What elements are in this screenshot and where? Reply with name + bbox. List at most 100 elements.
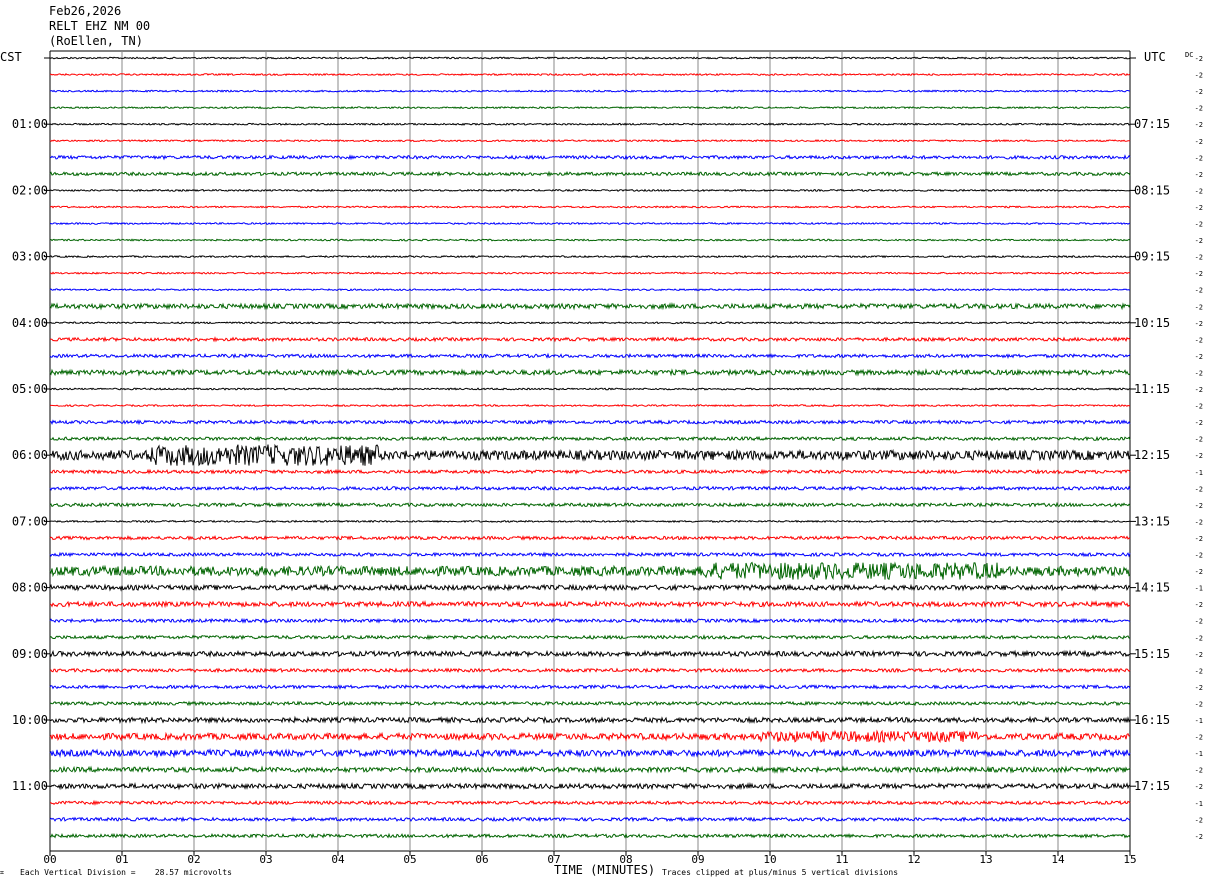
trace-row-14 [49,271,1131,275]
dc-offset-label: -2 [1195,353,1203,361]
dc-offset-label: -2 [1195,171,1203,179]
dc-offset-label: -2 [1195,734,1203,742]
dc-offset-label: -2 [1195,700,1203,708]
trace-row-29 [49,519,1131,524]
utc-hour-label: 09:15 [1134,250,1170,264]
trace-row-24 [49,435,1131,442]
cst-hour-label: 03:00 [12,250,48,264]
dc-offset-label: -2 [1195,105,1203,113]
dc-offset-label: -2 [1195,254,1203,262]
trace-row-4 [49,105,1131,110]
utc-hour-label: 10:15 [1134,316,1170,330]
dc-offset-label: -2 [1195,651,1203,659]
dc-offset-label: -2 [1195,485,1203,493]
trace-row-25 [49,443,1131,467]
cst-hour-label: 07:00 [12,514,48,528]
trace-row-18 [49,336,1131,343]
x-axis-title: TIME (MINUTES) [554,863,656,877]
dc-offset-label: -2 [1195,436,1203,444]
trace-row-33 [49,583,1131,592]
trace-row-39 [49,683,1131,691]
trace-row-35 [49,617,1131,624]
trace-row-40 [49,700,1131,707]
dc-offset-label: -2 [1195,221,1203,229]
x-tick-label: 00 [43,853,56,866]
cst-hour-label: 05:00 [12,382,48,396]
x-tick-label: 08 [619,853,632,866]
x-tick-label: 14 [1051,853,1065,866]
trace-row-46 [50,799,1131,806]
dc-offset-label: -2 [1195,204,1203,212]
vertical-division-note: Each Vertical Division = 28.57 microvolt… [20,868,232,877]
x-tick-label: 11 [835,853,848,866]
trace-row-11 [50,221,1131,226]
dc-offset-label: -2 [1195,121,1203,129]
dc-offset-label: -2 [1195,833,1203,841]
cst-axis-label: CST [0,50,22,64]
dc-offset-label: -2 [1195,684,1203,692]
trace-row-42 [49,729,1131,743]
cst-hour-label: 02:00 [12,183,48,197]
cst-hour-label: 01:00 [12,117,48,131]
dc-offset-label: -2 [1195,154,1203,162]
trace-row-38 [49,667,1131,674]
dc-offset-label: -1 [1195,717,1203,725]
cst-hour-label: 09:00 [12,647,48,661]
cst-hour-label: 10:00 [12,713,48,727]
trace-row-28 [49,501,1131,508]
trace-row-6 [49,139,1131,143]
trace-row-8 [49,170,1131,177]
x-tick-label: 15 [1123,853,1136,866]
utc-hour-label: 15:15 [1134,647,1170,661]
dc-offset-label: -2 [1195,502,1203,510]
cst-hour-label: 04:00 [12,316,48,330]
x-tick-labels: 00 01 02 03 04 05 06 07 08 09 10 11 12 13 14 15 [43,851,1137,866]
dc-offset-label: -2 [1195,237,1203,245]
trace-row-2 [49,72,1131,77]
dc-offset-label: -2 [1195,767,1203,775]
dc-offset-label: -2 [1195,138,1203,146]
trace-row-30 [49,534,1131,541]
trace-row-9 [49,188,1131,192]
utc-axis-label: UTC [1144,50,1166,64]
dc-offset-label: -2 [1195,618,1203,626]
dc-offset-label: -2 [1195,55,1203,63]
utc-hour-label: 17:15 [1134,779,1170,793]
dc-offset-label: -2 [1195,452,1203,460]
x-tick-label: 05 [403,853,416,866]
dc-offset-label: -2 [1195,287,1203,295]
dc-offset-label: -2 [1195,187,1203,195]
trace-row-7 [49,154,1131,161]
dc-offset-label: -2 [1195,601,1203,609]
trace-row-3 [49,89,1131,93]
dc-offset-label: -2 [1195,88,1203,96]
x-tick-label: 09 [691,853,704,866]
trace-row-20 [49,368,1131,377]
dc-offset-label: -2 [1195,568,1203,576]
cst-hour-label: 06:00 [12,448,48,462]
station-code: RELT EHZ NM 00 [49,19,151,33]
dc-offset-label: -1 [1195,469,1203,477]
dc-offset-label: -1 [1195,750,1203,758]
x-tick-label: 07 [547,853,560,866]
x-tick-label: 02 [187,853,200,866]
trace-row-31 [49,551,1131,558]
trace-row-22 [49,403,1131,408]
dc-offset-label: -2 [1195,552,1203,560]
dc-offset-label: -1 [1195,585,1203,593]
x-tick-label: 10 [763,853,776,866]
trace-row-43 [49,748,1131,759]
clipping-note: Traces clipped at plus/minus 5 vertical … [662,868,899,877]
dc-label: DC [1185,51,1194,59]
dc-offset-label: -2 [1195,303,1203,311]
utc-hour-label: 16:15 [1134,713,1170,727]
dc-offset-label: -2 [1195,535,1203,543]
dc-offset-label: -2 [1195,816,1203,824]
dc-offset-label: -2 [1195,270,1203,278]
dc-offset-label: -2 [1195,419,1203,427]
trace-row-36 [49,634,1131,641]
utc-hour-label: 08:15 [1134,183,1170,197]
trace-row-19 [49,352,1131,360]
x-tick-label: 12 [907,853,920,866]
